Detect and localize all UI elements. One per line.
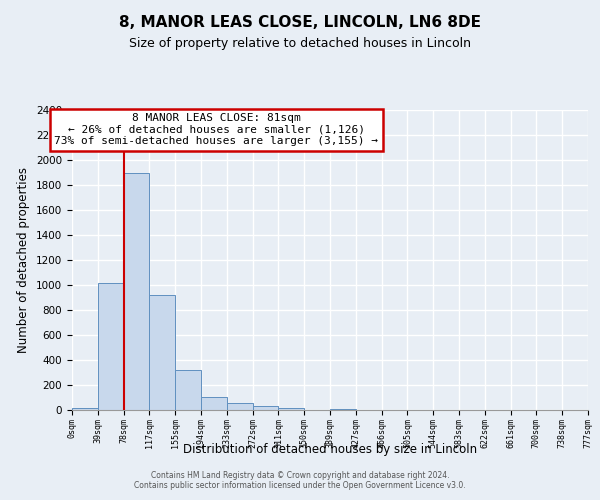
Bar [278, 408, 304, 410]
Bar [124, 172, 149, 410]
Text: Contains HM Land Registry data © Crown copyright and database right 2024.
Contai: Contains HM Land Registry data © Crown c… [134, 470, 466, 490]
Bar [201, 397, 227, 410]
Bar [175, 370, 201, 410]
Bar [149, 295, 175, 410]
Bar [330, 409, 356, 410]
Text: 8, MANOR LEAS CLOSE, LINCOLN, LN6 8DE: 8, MANOR LEAS CLOSE, LINCOLN, LN6 8DE [119, 15, 481, 30]
Text: Size of property relative to detached houses in Lincoln: Size of property relative to detached ho… [129, 38, 471, 51]
Bar [253, 406, 278, 410]
Bar [98, 282, 124, 410]
Text: Distribution of detached houses by size in Lincoln: Distribution of detached houses by size … [183, 442, 477, 456]
Text: 8 MANOR LEAS CLOSE: 81sqm
← 26% of detached houses are smaller (1,126)
73% of se: 8 MANOR LEAS CLOSE: 81sqm ← 26% of detac… [55, 113, 379, 146]
Bar [72, 408, 98, 410]
Y-axis label: Number of detached properties: Number of detached properties [17, 167, 31, 353]
Bar [227, 403, 253, 410]
